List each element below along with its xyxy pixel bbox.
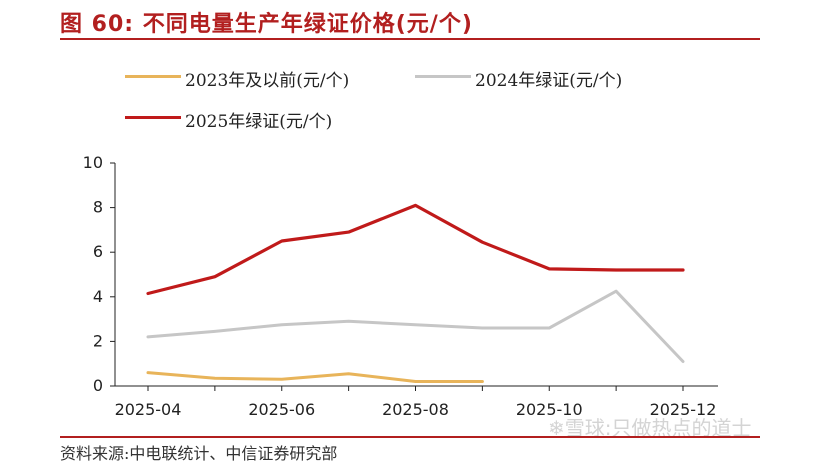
x-tick-label: 2025-10 [516, 400, 583, 419]
y-tick-label: 2 [93, 331, 103, 350]
figure-title: 图 60: 不同电量生产年绿证价格(元/个) [60, 12, 473, 37]
y-tick-label: 8 [93, 198, 103, 217]
series-line-0 [146, 371, 484, 383]
x-tick-label: 2025-12 [650, 400, 717, 419]
legend-label-2024: 2024年绿证(元/个) [475, 71, 623, 91]
series-line-2 [146, 203, 685, 296]
x-tick-label: 2025-08 [382, 400, 449, 419]
legend-line-2024 [415, 75, 471, 78]
footer-divider [60, 436, 760, 438]
x-tick-label: 2025-04 [115, 400, 182, 419]
legend-line-2023 [125, 75, 181, 78]
x-tick-label: 2025-06 [248, 400, 315, 419]
source-note: 资料来源:中电联统计、中信证券研究部 [60, 444, 338, 463]
series-line-1 [146, 289, 685, 363]
legend-item-2025: 2025年绿证(元/个) [125, 107, 425, 132]
legend-line-2025 [125, 116, 181, 119]
y-tick-label: 4 [93, 287, 103, 306]
legend-item-2023: 2023年及以前(元/个) [125, 66, 425, 91]
title-divider [60, 38, 760, 40]
y-tick-label: 0 [93, 376, 103, 395]
line-chart: 0 2 4 6 8 10 2025-04 2025-06 2025-08 2025-10 2025-… [83, 153, 718, 419]
legend-label-2023: 2023年及以前(元/个) [185, 71, 350, 91]
legend-label-2025: 2025年绿证(元/个) [185, 112, 333, 132]
y-tick-label: 6 [93, 242, 103, 261]
y-tick-label: 10 [83, 153, 103, 172]
legend-item-2024: 2024年绿证(元/个) [415, 66, 715, 91]
